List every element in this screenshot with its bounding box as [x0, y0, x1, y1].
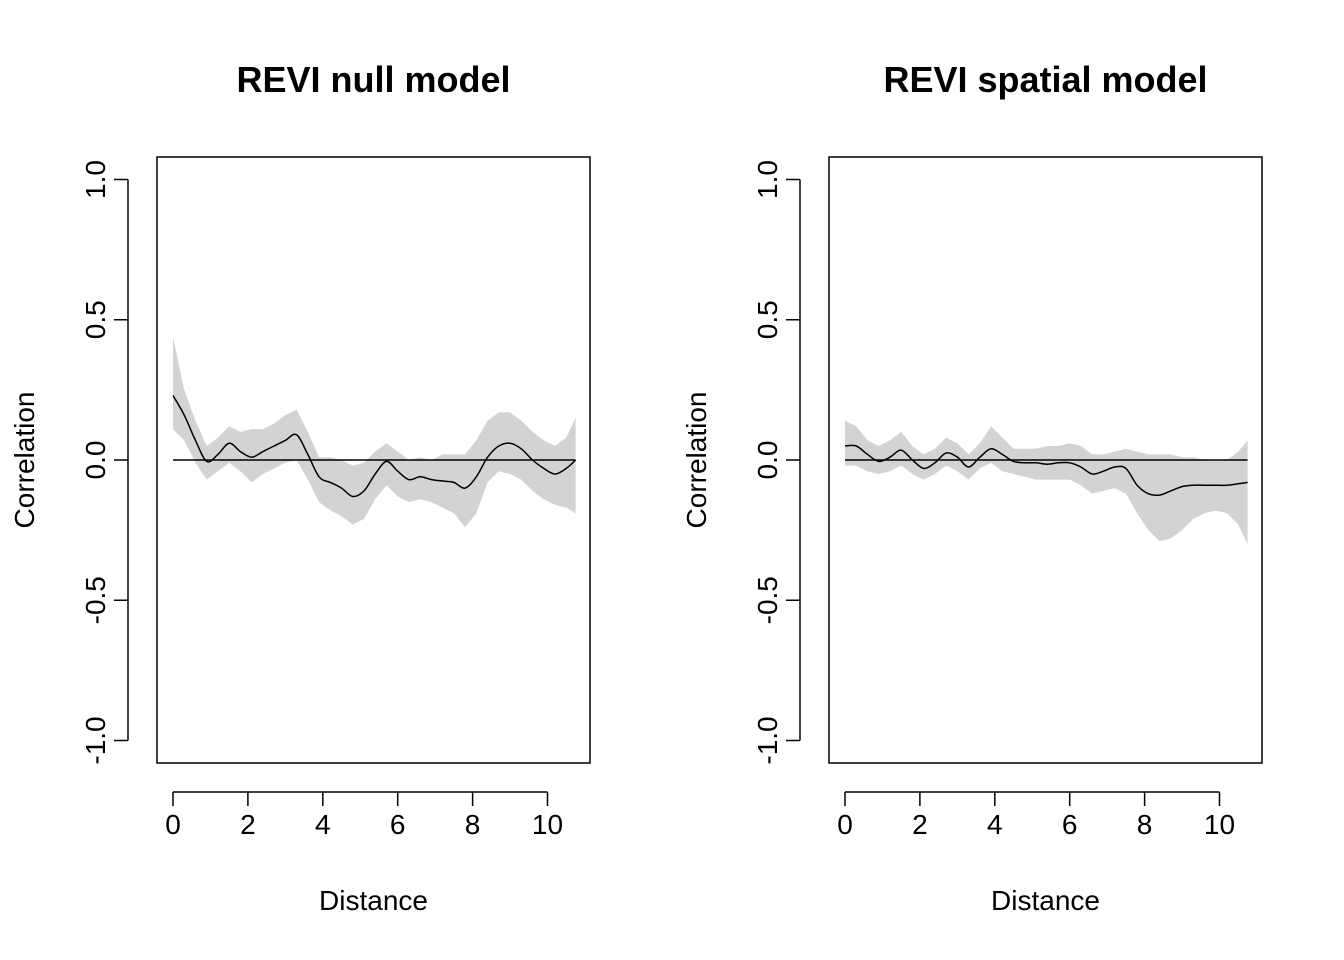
- series-line-layer: [844, 444, 1248, 497]
- chart-title: REVI null model: [236, 59, 510, 100]
- x-tick-label: 0: [165, 809, 181, 840]
- correlation-line: [844, 444, 1248, 497]
- chart-panel-spatial-model: REVI spatial model 0 2 4 6 8 10 -1.0 -0.5 0.0 0.…: [681, 59, 1263, 916]
- y-tick-label: 0.5: [752, 300, 783, 339]
- x-tick-label: 8: [1137, 809, 1153, 840]
- x-tick-label: 2: [912, 809, 928, 840]
- x-tick-label: 10: [532, 809, 563, 840]
- confidence-band-layer: [173, 336, 576, 528]
- x-tick-label: 4: [315, 809, 331, 840]
- y-tick-label: 0.0: [80, 441, 111, 480]
- x-tick-label: 4: [987, 809, 1003, 840]
- chart-panel-null-model: REVI null model 0 2 4 6 8 10 -1.0 -0.5 0.0 0.5 1.…: [9, 59, 591, 916]
- x-axis-label: Distance: [991, 885, 1100, 916]
- x-tick-label: 8: [465, 809, 481, 840]
- confidence-band-layer: [845, 420, 1248, 545]
- x-tick-label: 6: [390, 809, 406, 840]
- x-axis: 0 2 4 6 8 10: [165, 791, 563, 840]
- correlation-line: [172, 395, 577, 498]
- y-tick-label: -1.0: [80, 716, 111, 764]
- chart-title: REVI spatial model: [883, 59, 1207, 100]
- x-tick-label: 10: [1204, 809, 1235, 840]
- confidence-band: [845, 420, 1248, 545]
- y-axis: -1.0 -0.5 0.0 0.5 1.0: [752, 160, 801, 765]
- y-tick-label: 1.0: [80, 160, 111, 199]
- plot-frame: [828, 156, 1263, 764]
- x-axis: 0 2 4 6 8 10: [837, 791, 1235, 840]
- y-axis-label: Correlation: [681, 392, 712, 529]
- y-tick-label: 0.0: [752, 441, 783, 480]
- y-tick-label: -1.0: [752, 716, 783, 764]
- confidence-band: [173, 336, 576, 528]
- y-axis-label: Correlation: [9, 392, 40, 529]
- plot-frame: [156, 156, 591, 764]
- y-tick-label: 1.0: [752, 160, 783, 199]
- x-tick-label: 2: [240, 809, 256, 840]
- y-tick-label: 0.5: [80, 300, 111, 339]
- x-tick-label: 0: [837, 809, 853, 840]
- series-line-layer: [172, 395, 577, 498]
- x-axis-label: Distance: [319, 885, 428, 916]
- y-tick-label: -0.5: [752, 576, 783, 624]
- x-tick-label: 6: [1062, 809, 1078, 840]
- y-axis: -1.0 -0.5 0.0 0.5 1.0: [80, 160, 129, 765]
- y-tick-label: -0.5: [80, 576, 111, 624]
